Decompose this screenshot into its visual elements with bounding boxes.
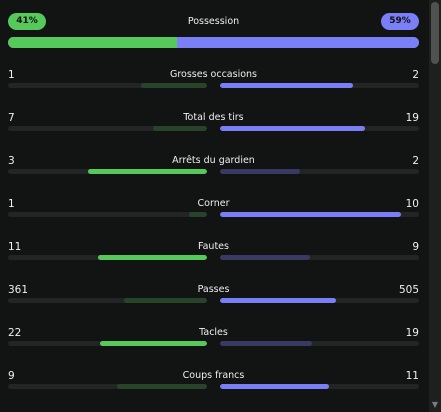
scroll-down-arrow-icon[interactable]: ▼ (431, 400, 439, 409)
stat-home-bar-track (8, 83, 207, 88)
stat-home-value: 9 (8, 370, 15, 382)
stat-away-bar (220, 126, 365, 131)
stat-away-value: 505 (398, 284, 419, 296)
stat-away-value: 2 (412, 69, 419, 81)
stat-away-bar-track (220, 212, 419, 217)
stat-home-bar (100, 341, 207, 346)
stat-label: Corner (197, 198, 230, 209)
stat-home-bar (189, 212, 207, 217)
stat-away-bar (220, 384, 329, 389)
stat-home-value: 3 (8, 155, 15, 167)
stat-home-value: 361 (8, 284, 29, 296)
stat-home-bar (88, 169, 207, 174)
possession-title: Possession (187, 16, 240, 27)
stat-row: 22 Tacles 19 (8, 326, 419, 356)
stat-label: Total des tirs (183, 112, 244, 123)
stat-home-bar (153, 126, 207, 131)
possession-bar-home (8, 37, 177, 48)
stat-label: Grosses occasions (169, 69, 258, 80)
stat-home-bar-track (8, 169, 207, 174)
stat-away-value: 19 (405, 327, 419, 339)
stat-home-value: 22 (8, 327, 22, 339)
stat-label: Coups francs (182, 370, 245, 381)
possession-section: 41% Possession 59% (8, 13, 419, 49)
stat-label: Tacles (199, 327, 228, 338)
scrollbar-thumb[interactable] (431, 2, 439, 64)
stat-home-value: 7 (8, 112, 15, 124)
stat-home-bar-track (8, 212, 207, 217)
stat-away-bar-track (220, 126, 419, 131)
stat-away-bar-track (220, 83, 419, 88)
stat-home-bar-track (8, 384, 207, 389)
possession-bar (8, 37, 419, 48)
stat-away-bar (220, 298, 336, 303)
stat-home-bar-track (8, 341, 207, 346)
stat-home-bar (117, 384, 207, 389)
stat-row: 361 Passes 505 (8, 283, 419, 313)
stat-away-bar (220, 212, 401, 217)
stat-away-value: 11 (405, 370, 419, 382)
stat-home-value: 1 (8, 69, 15, 81)
possession-away-badge: 59% (381, 13, 419, 30)
stat-label: Fautes (198, 241, 229, 252)
stat-row: 11 Fautes 9 (8, 240, 419, 270)
stat-label: Passes (197, 284, 230, 295)
stat-away-bar-track (220, 298, 419, 303)
stat-away-bar (220, 83, 353, 88)
stat-away-bar (220, 341, 312, 346)
stat-row: 7 Total des tirs 19 (8, 111, 419, 141)
stat-row: 1 Corner 10 (8, 197, 419, 227)
stat-row: 1 Grosses occasions 2 (8, 68, 419, 98)
stat-home-bar-track (8, 255, 207, 260)
stat-home-bar (141, 83, 207, 88)
stat-row: 3 Arrêts du gardien 2 (8, 154, 419, 184)
stat-row: 9 Coups francs 11 (8, 369, 419, 399)
stat-away-bar-track (220, 169, 419, 174)
scrollbar-track[interactable] (429, 0, 441, 412)
stat-home-bar-track (8, 126, 207, 131)
stat-home-bar-track (8, 298, 207, 303)
stat-away-value: 19 (405, 112, 419, 124)
stat-away-bar-track (220, 255, 419, 260)
stat-label: Arrêts du gardien (172, 155, 255, 166)
stat-home-bar (124, 298, 207, 303)
stat-home-value: 1 (8, 198, 15, 210)
stat-away-value: 2 (412, 155, 419, 167)
possession-bar-away (176, 37, 419, 48)
stat-home-value: 11 (8, 241, 22, 253)
stat-away-bar (220, 255, 310, 260)
stat-away-value: 10 (405, 198, 419, 210)
stat-away-bar-track (220, 384, 419, 389)
stat-away-bar (220, 169, 300, 174)
stat-away-value: 9 (412, 241, 419, 253)
stat-home-bar (98, 255, 207, 260)
possession-home-badge: 41% (8, 13, 46, 30)
stat-away-bar-track (220, 341, 419, 346)
